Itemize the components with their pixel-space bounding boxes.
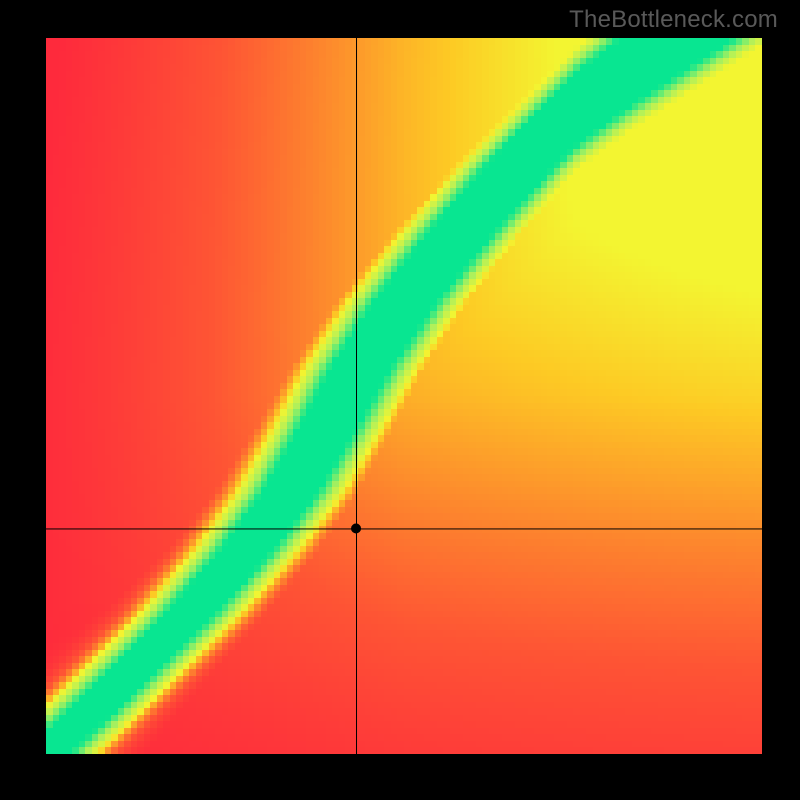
heatmap-container: TheBottleneck.com <box>0 0 800 800</box>
watermark-text: TheBottleneck.com <box>569 6 778 34</box>
bottleneck-heatmap <box>46 38 762 754</box>
